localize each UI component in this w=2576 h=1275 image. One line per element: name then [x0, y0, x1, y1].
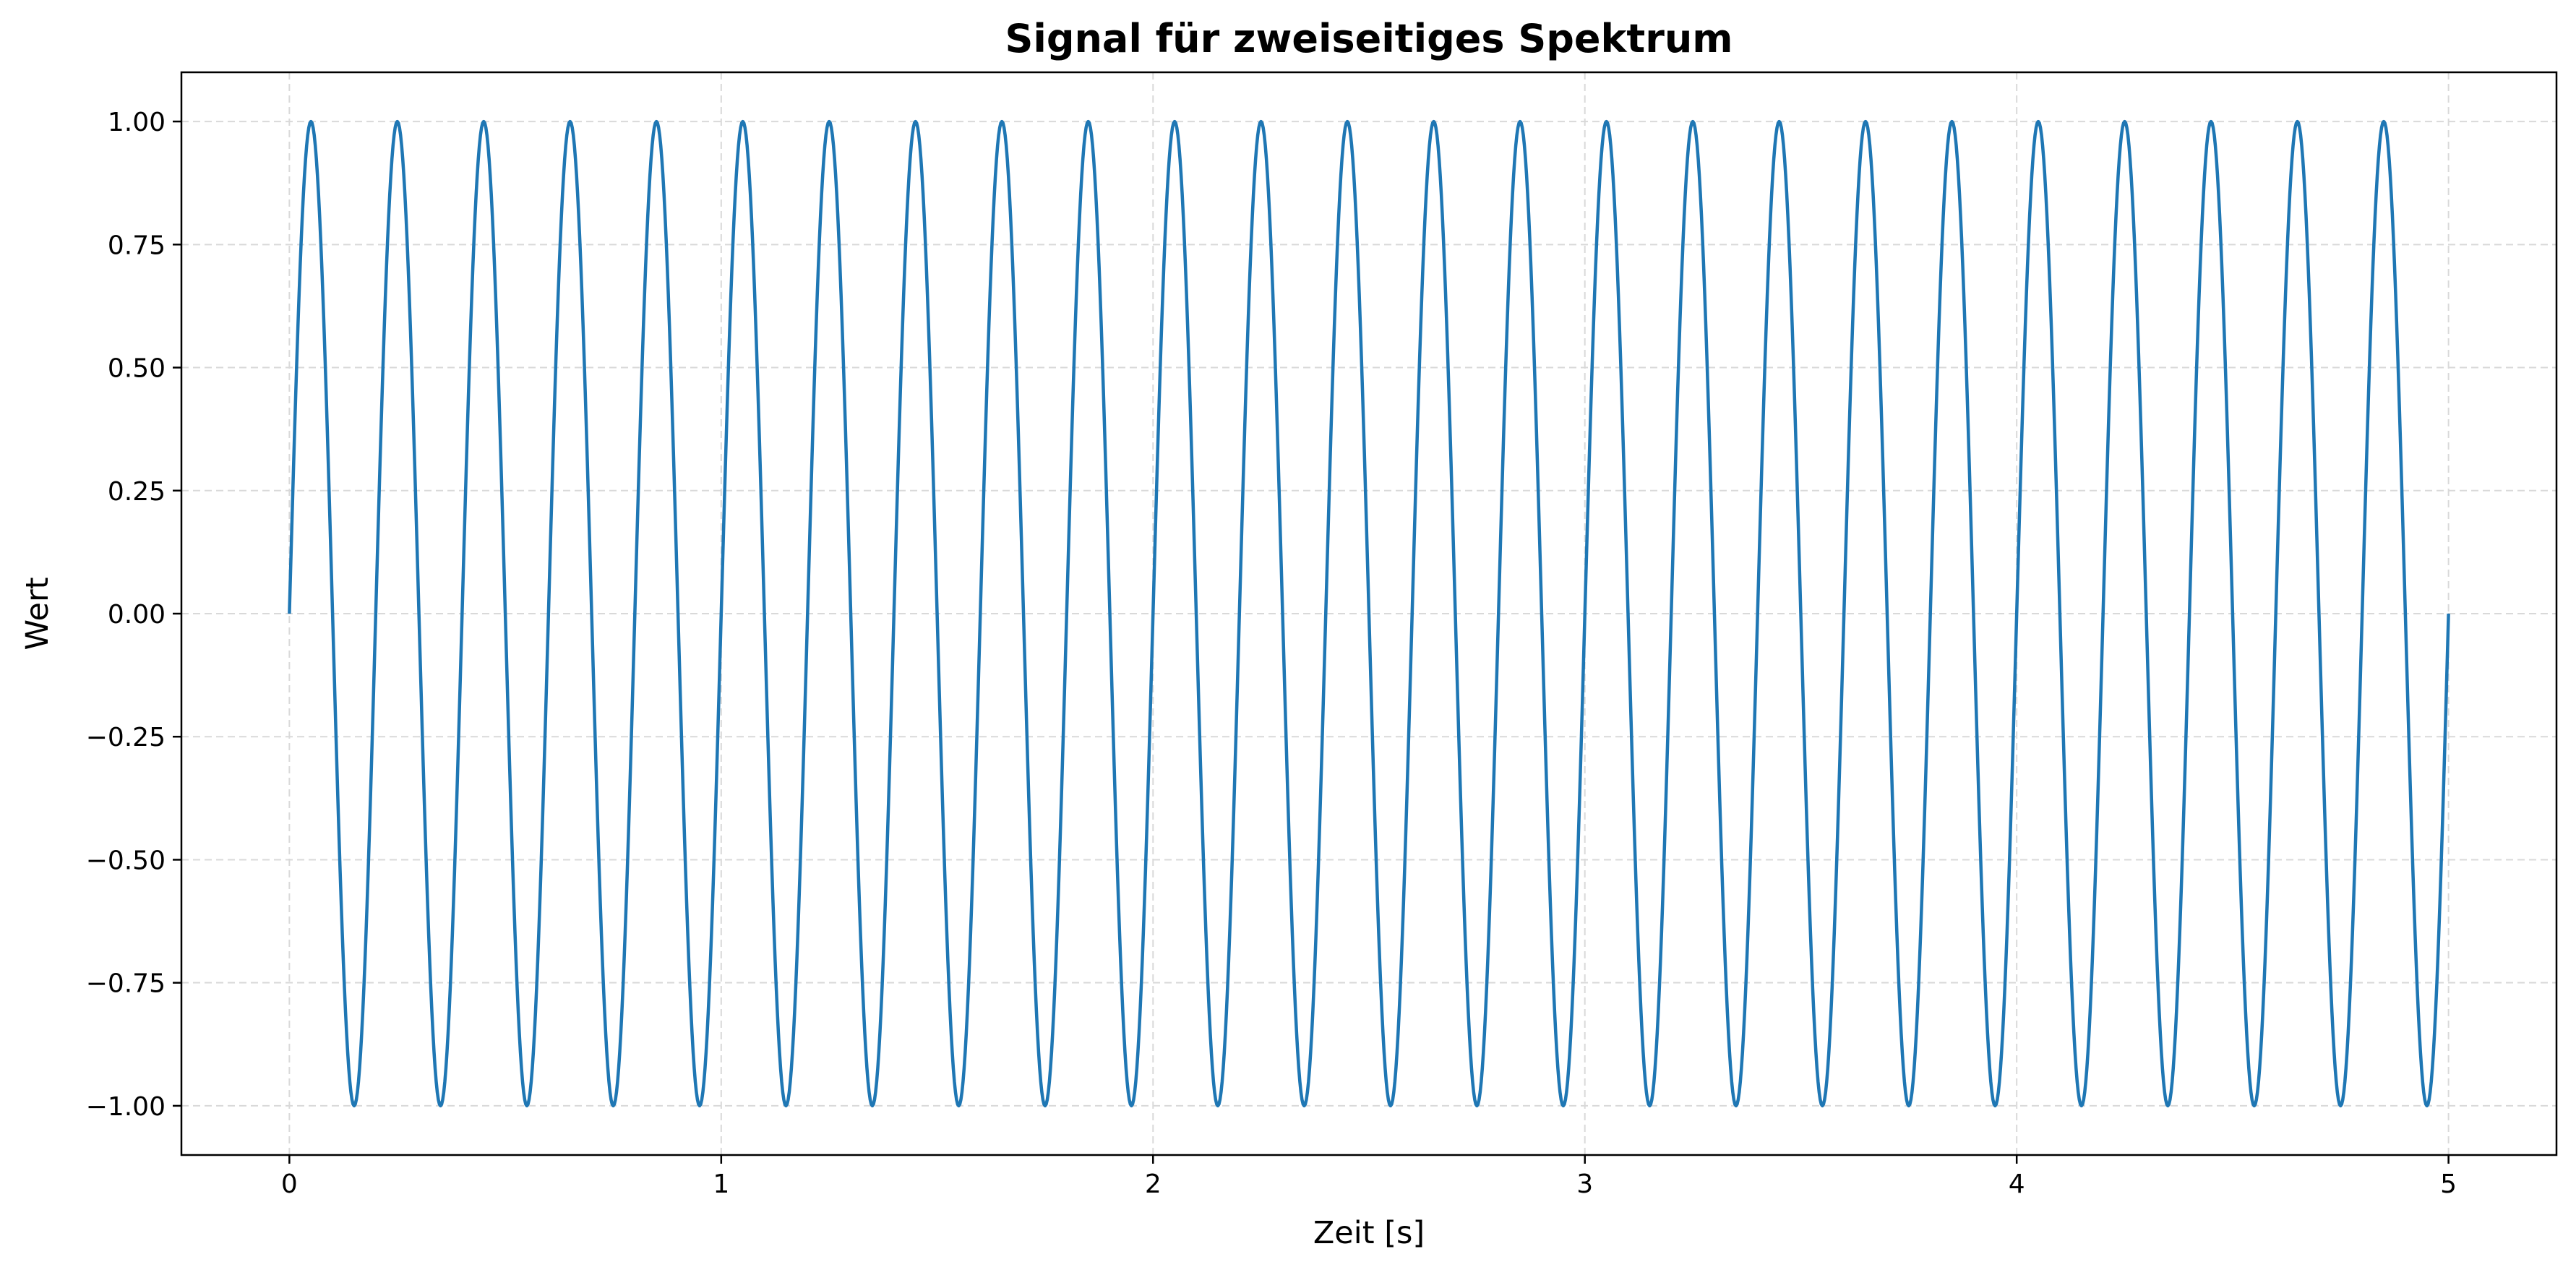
x-tick-label: 4 — [2009, 1169, 2025, 1199]
y-axis-label: Wert — [20, 578, 56, 651]
y-tick-label: 0.00 — [108, 600, 166, 630]
y-axis: 1.00 0.75 0.50 0.25 0.00 −0.25 −0.50 −0.75 −1.00 — [86, 108, 181, 1122]
x-tick-label: 1 — [713, 1169, 729, 1199]
x-axis: 0 1 2 3 4 5 — [281, 1155, 2457, 1199]
x-tick-label: 2 — [1145, 1169, 1162, 1199]
series-line — [288, 119, 2450, 1108]
y-tick-label: −0.25 — [86, 723, 166, 752]
y-tick-label: 0.75 — [108, 231, 166, 260]
chart-title: Signal für zweiseitiges Spektrum — [1005, 16, 1733, 61]
x-tick-label: 5 — [2440, 1169, 2457, 1199]
grid — [181, 72, 2556, 1155]
x-axis-label: Zeit [s] — [1313, 1215, 1425, 1251]
y-tick-label: 0.50 — [108, 354, 166, 384]
y-tick-label: −1.00 — [86, 1092, 166, 1122]
x-tick-label: 3 — [1576, 1169, 1593, 1199]
x-tick-label: 0 — [281, 1169, 298, 1199]
y-tick-label: 0.25 — [108, 477, 166, 507]
y-tick-label: −0.75 — [86, 969, 166, 999]
series-layer — [288, 119, 2450, 1108]
y-tick-label: 1.00 — [108, 108, 166, 137]
y-tick-label: −0.50 — [86, 846, 166, 875]
